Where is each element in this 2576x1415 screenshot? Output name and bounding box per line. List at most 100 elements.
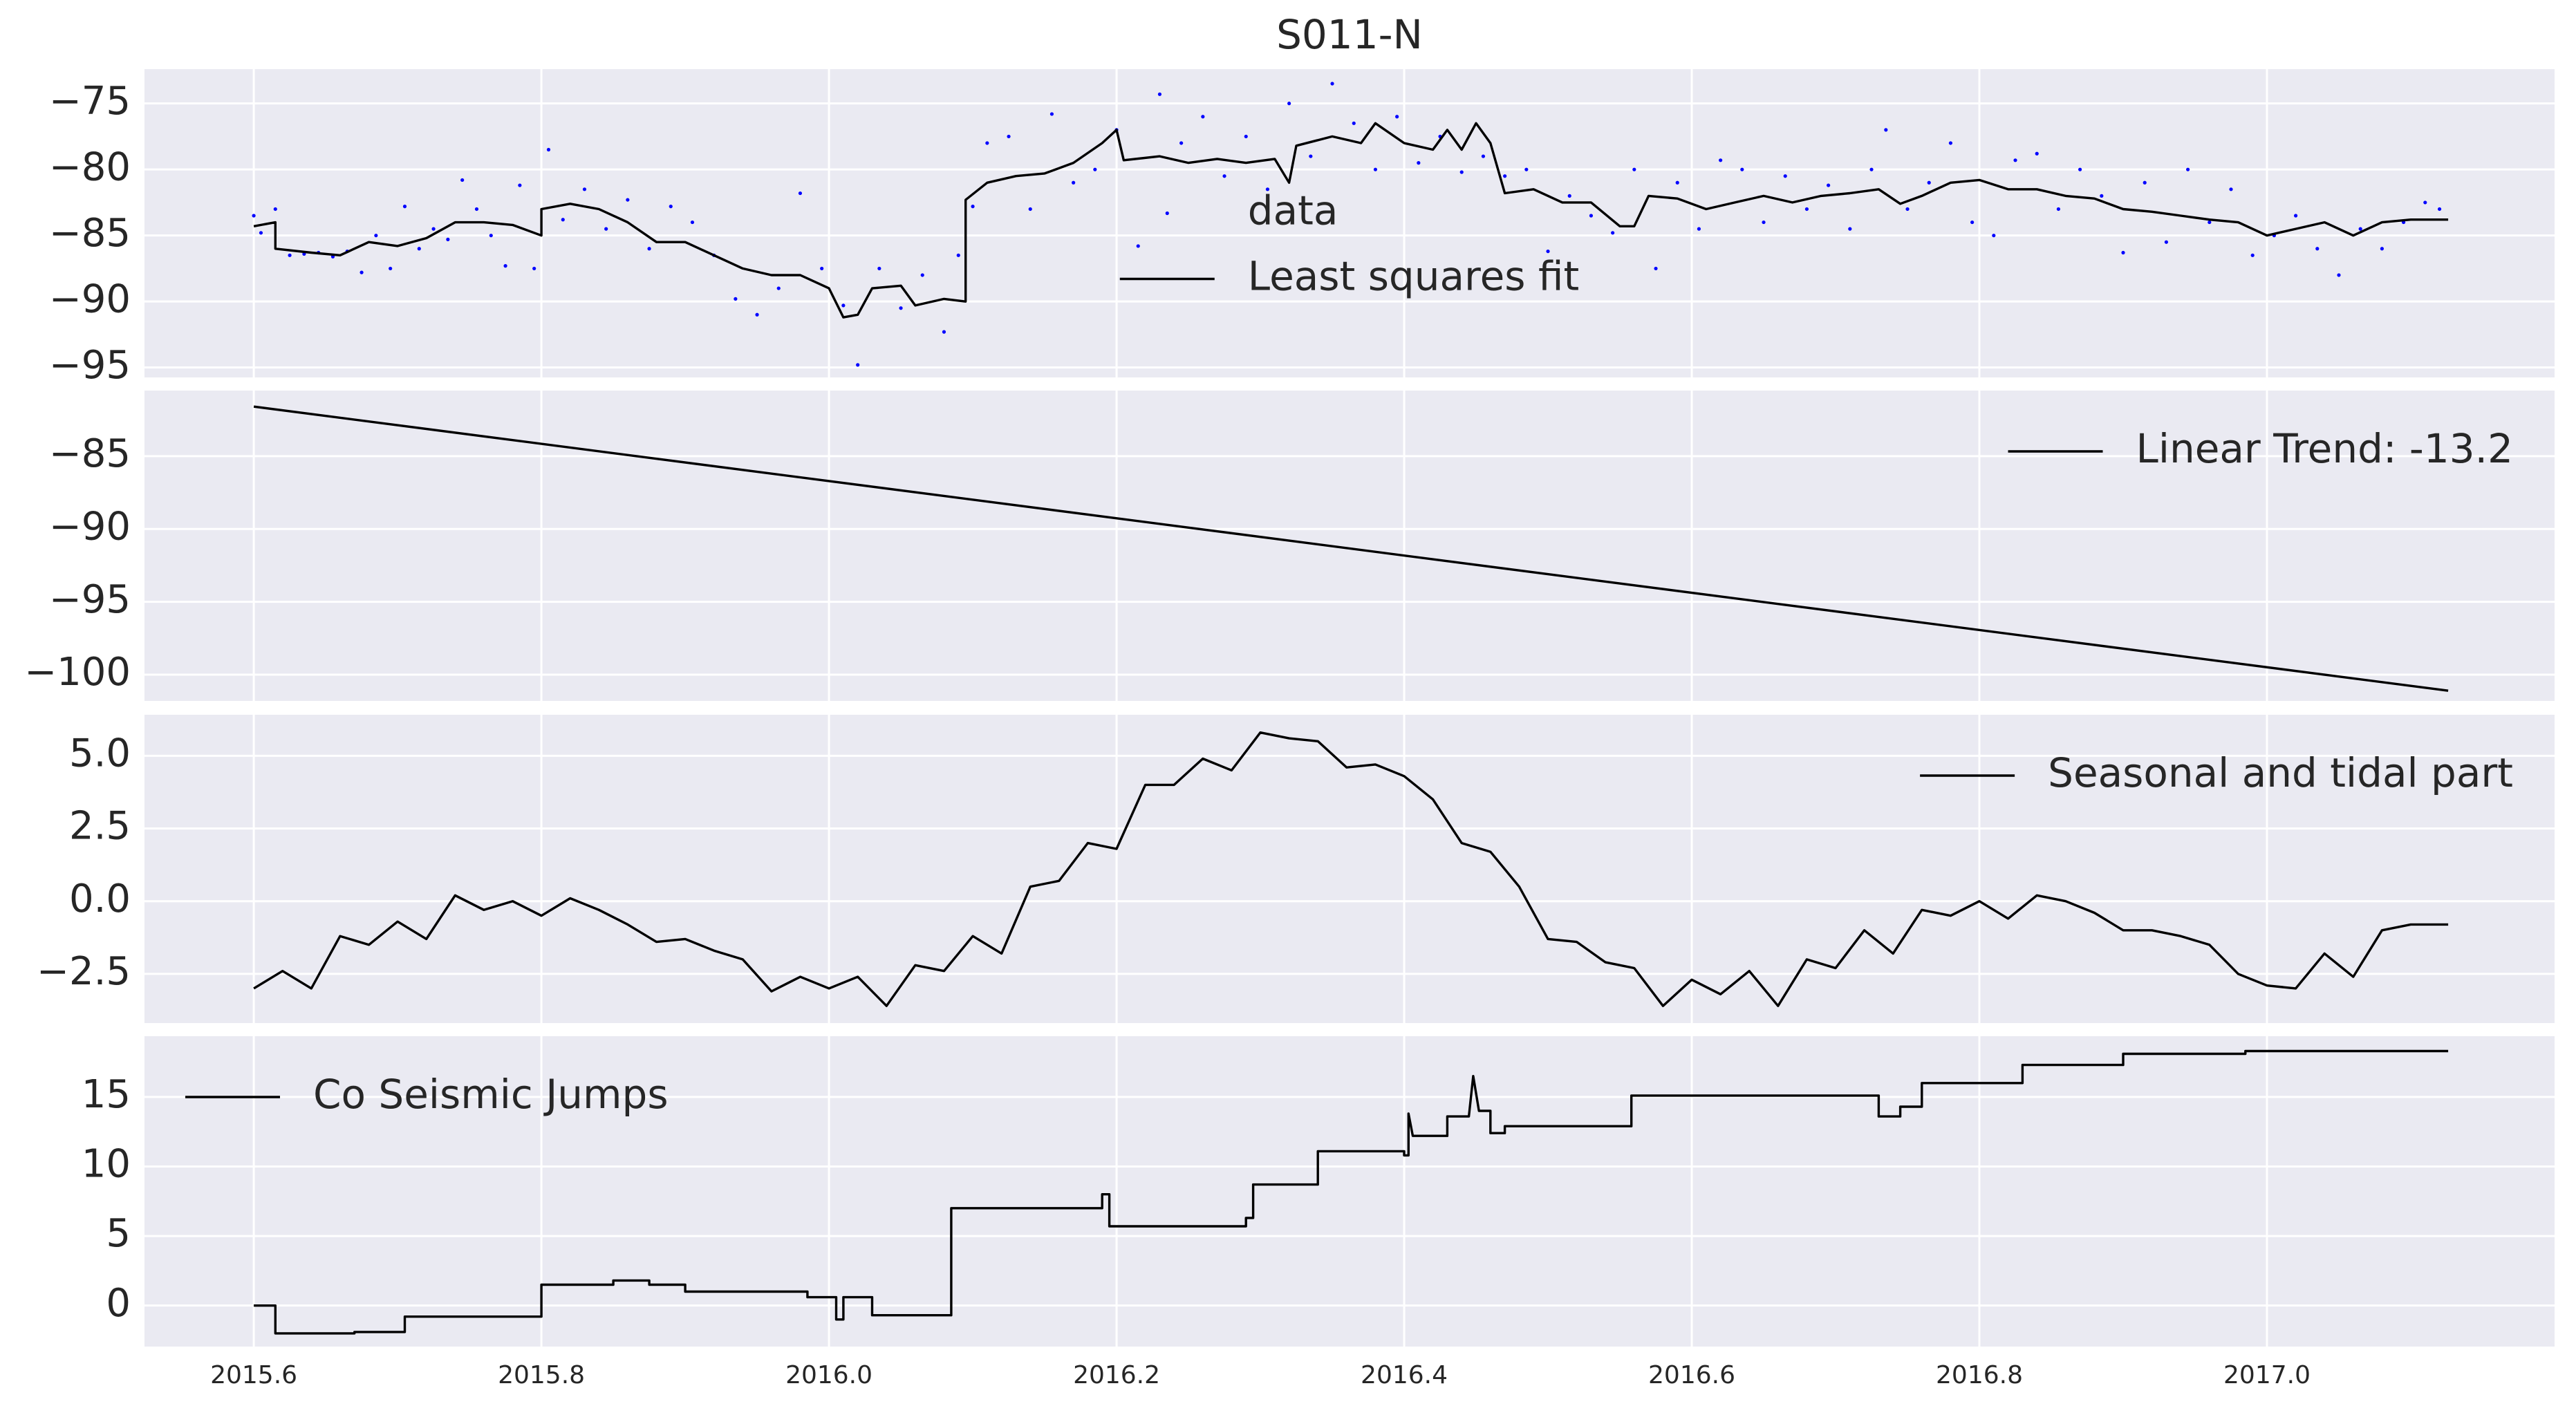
legend: Linear Trend: -13.2 [2008, 425, 2513, 472]
data-point [1827, 183, 1831, 187]
data-point [1567, 194, 1571, 198]
data-point [1309, 154, 1313, 158]
data-point [1007, 134, 1011, 139]
data-point [1201, 115, 1205, 119]
data-point [2013, 158, 2017, 162]
data-point [1417, 161, 1421, 165]
data-point [856, 363, 860, 367]
data-point [360, 270, 364, 274]
x-tick-label: 2015.8 [498, 1361, 585, 1389]
data-point [2438, 207, 2442, 212]
data-point [1869, 167, 1874, 171]
x-tick-label: 2016.8 [1936, 1361, 2023, 1389]
data-point [669, 205, 673, 209]
data-point [2121, 250, 2125, 255]
data-point [1927, 180, 1931, 185]
data-point [1459, 170, 1464, 174]
data-point [252, 214, 256, 218]
data-point [1222, 174, 1226, 178]
data-line [254, 1049, 2449, 1335]
data-point [2337, 273, 2341, 277]
data-point [1740, 167, 1744, 171]
data-point [1395, 115, 1399, 119]
data-point [2078, 167, 2082, 171]
y-tick-label: 0 [106, 1281, 131, 1326]
data-point [1524, 167, 1529, 171]
data-point [561, 218, 565, 222]
legend-label: data [1248, 187, 1338, 234]
y-tick-label: 5.0 [69, 731, 131, 776]
legend: Seasonal and tidal part [1920, 749, 2513, 796]
data-point [2294, 214, 2298, 218]
data-point [2164, 240, 2169, 244]
data-point [2358, 227, 2362, 231]
chart-title: S011-N [1276, 11, 1423, 58]
data-point [273, 207, 277, 212]
data-point [582, 187, 587, 191]
data-point [1481, 154, 1486, 158]
y-tick-label: −2.5 [37, 949, 131, 994]
data-point [985, 141, 989, 145]
data-point [374, 234, 378, 238]
data-point [546, 147, 551, 152]
data-point [820, 266, 824, 271]
data-point [2143, 180, 2147, 185]
data-point [942, 330, 946, 334]
data-point [1072, 180, 1076, 185]
data-point [1992, 234, 1996, 238]
data-point [1675, 180, 1679, 185]
y-tick-label: −90 [49, 504, 131, 549]
x-tick-label: 2016.0 [785, 1361, 872, 1389]
y-tick-label: −85 [49, 431, 131, 476]
y-tick-label: 15 [82, 1072, 131, 1117]
data-point [1589, 214, 1594, 218]
x-tick-label: 2017.0 [2223, 1361, 2311, 1389]
data-point [1330, 82, 1334, 86]
data-point [2100, 194, 2104, 198]
data-point [2380, 247, 2384, 251]
plot-background [144, 69, 2555, 377]
data-point [446, 237, 450, 241]
data-point [460, 178, 465, 182]
x-tick-label: 2016.6 [1648, 1361, 1735, 1389]
data-point [1179, 141, 1184, 145]
data-point [1697, 227, 1701, 231]
data-point [1136, 244, 1140, 248]
y-tick-label: 0.0 [69, 877, 131, 921]
data-point [1352, 121, 1356, 125]
data-point [489, 234, 493, 238]
data-point [1632, 167, 1636, 171]
data-point [1546, 249, 1550, 254]
plot-background [144, 1036, 2555, 1347]
y-tick-label: 10 [82, 1142, 131, 1187]
legend-label: Linear Trend: -13.2 [2136, 425, 2513, 472]
legend-label: Seasonal and tidal part [2048, 749, 2513, 796]
data-point [1049, 112, 1054, 116]
data-point [389, 266, 393, 271]
data-point [288, 253, 292, 257]
data-point [1157, 92, 1162, 96]
data-point [776, 286, 781, 290]
data-point [604, 227, 608, 231]
data-point [647, 247, 651, 251]
data-point [2056, 207, 2061, 212]
data-point [1719, 158, 1723, 162]
data-point [503, 263, 507, 268]
data-point [971, 205, 975, 209]
data-point [1654, 266, 1658, 271]
y-tick-label: −80 [49, 144, 131, 189]
data-point [798, 191, 803, 196]
data-point [1905, 207, 1910, 212]
data-point [2315, 247, 2320, 251]
y-tick-label: −95 [49, 577, 131, 622]
data-point [1503, 174, 1507, 178]
data-point [1287, 102, 1291, 106]
data-point [474, 207, 479, 212]
data-point [1970, 220, 1975, 225]
data-point [1783, 174, 1787, 178]
data-point [532, 266, 536, 271]
plot-background [144, 391, 2555, 701]
data-point [417, 247, 421, 251]
data-point [431, 227, 436, 231]
data-point [920, 273, 924, 277]
